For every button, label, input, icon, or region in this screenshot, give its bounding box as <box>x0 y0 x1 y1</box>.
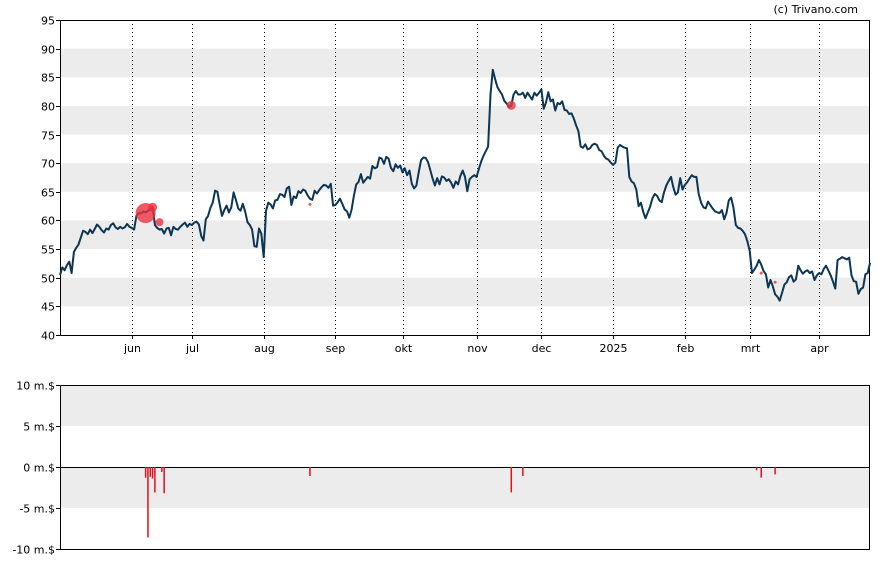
volume-bar <box>755 467 758 471</box>
volume-tick-label: 0 m.$ <box>23 462 55 475</box>
month-tick-label: apr <box>810 342 829 355</box>
credit-text: (c) Trivano.com <box>773 3 858 16</box>
month-tick-label: jul <box>185 342 199 355</box>
volume-bar <box>163 467 165 494</box>
volume-bar <box>522 467 524 477</box>
volume-bar <box>760 467 762 478</box>
price-panel: 40 45 50 55 60 65 70 75 80 85 90 95 jun jul aug sep okt… <box>41 15 871 355</box>
trade-marker <box>506 100 516 110</box>
price-band <box>60 105 870 135</box>
volume-tick-label: -5 m.$ <box>19 503 55 516</box>
month-tick-label: nov <box>467 342 488 355</box>
price-tick-label: 65 <box>41 187 55 200</box>
price-tick-label: 40 <box>41 330 55 343</box>
month-tick-label: sep <box>326 342 345 355</box>
volume-bar <box>149 467 152 477</box>
volume-bar <box>154 467 156 493</box>
volume-tick-label: 10 m.$ <box>16 380 55 393</box>
price-tick-label: 45 <box>41 301 55 314</box>
volume-band <box>60 467 870 508</box>
month-tick-label: feb <box>677 342 695 355</box>
volume-panel: 10 m.$ 5 m.$ 0 m.$ -5 m.$ -10 m.$ <box>12 380 870 557</box>
trade-marker <box>148 202 158 212</box>
month-tick-label: mrt <box>741 342 761 355</box>
volume-band <box>60 385 870 426</box>
price-tick-label: 70 <box>41 158 55 171</box>
price-tick-label: 80 <box>41 101 55 114</box>
volume-bar <box>774 467 776 475</box>
volume-tick-label: -10 m.$ <box>12 544 55 557</box>
price-tick-label: 50 <box>41 273 55 286</box>
month-tick-label: okt <box>395 342 413 355</box>
volume-bar <box>151 467 154 479</box>
trade-marker <box>759 271 763 275</box>
volume-bar <box>309 467 311 477</box>
trade-marker <box>155 218 164 227</box>
price-band <box>60 277 870 307</box>
trade-marker <box>308 202 312 206</box>
month-tick-label: jun <box>123 342 141 355</box>
price-band <box>60 48 870 78</box>
price-tick-label: 75 <box>41 130 55 143</box>
trade-marker <box>773 280 777 284</box>
volume-bar <box>161 467 163 472</box>
volume-bar <box>144 467 147 478</box>
price-tick-label: 55 <box>41 244 55 257</box>
volume-tick-label: 5 m.$ <box>23 421 55 434</box>
price-frame <box>60 20 870 336</box>
price-tick-label: 90 <box>41 44 55 57</box>
volume-frame <box>60 385 870 550</box>
volume-bar <box>510 467 513 493</box>
month-tick-label: dec <box>532 342 552 355</box>
volume-bar <box>147 467 149 538</box>
price-tick-label: 85 <box>41 72 55 85</box>
month-tick-label: aug <box>254 342 275 355</box>
price-tick-label: 95 <box>41 15 55 28</box>
price-line <box>59 68 871 302</box>
month-tick-label: 2025 <box>600 342 628 355</box>
price-tick-label: 60 <box>41 215 55 228</box>
